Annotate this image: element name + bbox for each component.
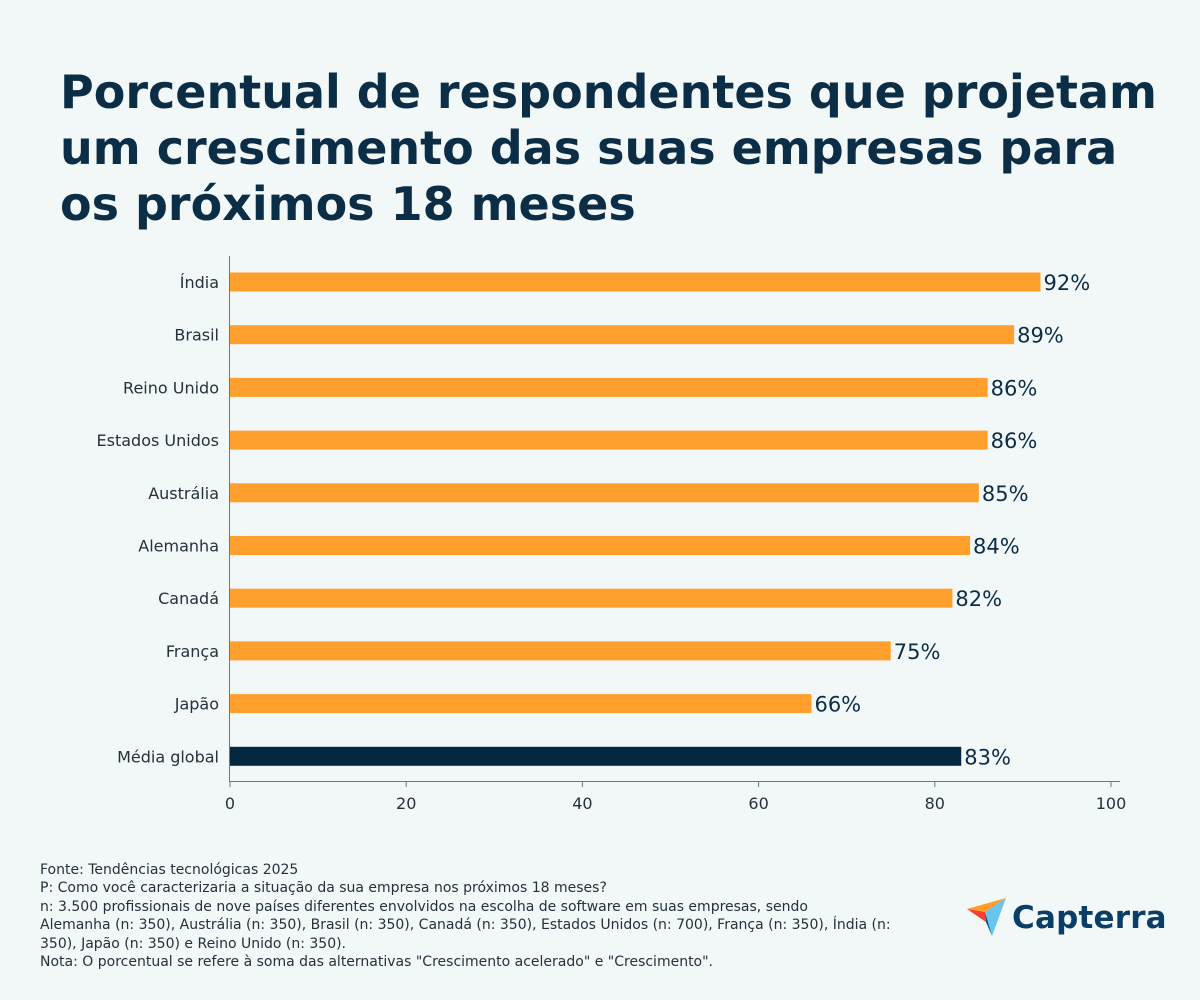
value-label-canada: 82%	[955, 587, 1002, 611]
x-tick-label-60: 60	[748, 794, 768, 813]
bar-franca	[230, 641, 891, 661]
chart-footer: Fonte: Tendências tecnológicas 2025 P: C…	[40, 861, 920, 971]
category-label-india: Índia	[180, 273, 219, 292]
value-label-india: 92%	[1044, 271, 1091, 295]
value-label-reino-unido: 86%	[991, 376, 1038, 400]
x-tick-label-100: 100	[1096, 794, 1127, 813]
footer-question: P: Como você caracterizaria a situação d…	[40, 880, 607, 897]
category-label-estados-unidos: Estados Unidos	[97, 431, 219, 450]
footer-source: Fonte: Tendências tecnológicas 2025	[40, 862, 299, 878]
bar-brasil	[230, 325, 1015, 345]
bar-australia	[230, 483, 979, 503]
value-label-brasil: 89%	[1017, 324, 1064, 348]
category-label-media-global: Média global	[117, 747, 219, 766]
value-label-australia: 85%	[982, 482, 1029, 506]
bar-canada	[230, 588, 953, 608]
x-tick-label-20: 20	[396, 794, 416, 813]
category-label-australia: Austrália	[148, 484, 219, 503]
value-label-japao: 66%	[814, 693, 861, 717]
bar-estados-unidos	[230, 430, 988, 450]
chart-title: Porcentual de respondentes que projetam …	[60, 65, 1157, 231]
bar-media-global	[230, 746, 962, 766]
footer-sample-line-1: n: 3.500 profissionais de nove países di…	[40, 898, 808, 915]
value-label-estados-unidos: 86%	[991, 429, 1038, 453]
category-label-japao: Japão	[174, 695, 219, 714]
category-label-reino-unido: Reino Unido	[123, 378, 219, 397]
category-label-franca: França	[166, 642, 219, 661]
bar-india	[230, 272, 1041, 292]
footer-note: Nota: O porcentual se refere à soma das …	[40, 954, 714, 971]
footer-sample-line-2: Alemanha (n: 350), Austrália (n: 350), B…	[40, 917, 891, 934]
bar-reino-unido	[230, 377, 988, 397]
capterra-arrow-icon	[967, 898, 1006, 936]
capterra-logo-text: Capterra	[1012, 900, 1167, 936]
category-label-alemanha: Alemanha	[138, 537, 219, 556]
value-label-franca: 75%	[894, 640, 941, 664]
x-tick-label-80: 80	[925, 794, 945, 813]
footer-sample-line-3: 350), Japão (n: 350) e Reino Unido (n: 3…	[40, 935, 347, 952]
value-label-media-global: 83%	[964, 745, 1011, 769]
x-tick-label-0: 0	[225, 794, 235, 813]
category-label-canada: Canadá	[158, 589, 219, 608]
value-label-alemanha: 84%	[973, 535, 1020, 559]
x-tick-label-40: 40	[572, 794, 592, 813]
bar-alemanha	[230, 536, 971, 555]
bar-chart: Índia 92% Brasil 89% Reino Unido 86% Estados U…	[97, 256, 1127, 813]
category-label-brasil: Brasil	[174, 326, 219, 345]
capterra-logo: Capterra	[966, 896, 1167, 940]
bar-japao	[230, 694, 812, 714]
